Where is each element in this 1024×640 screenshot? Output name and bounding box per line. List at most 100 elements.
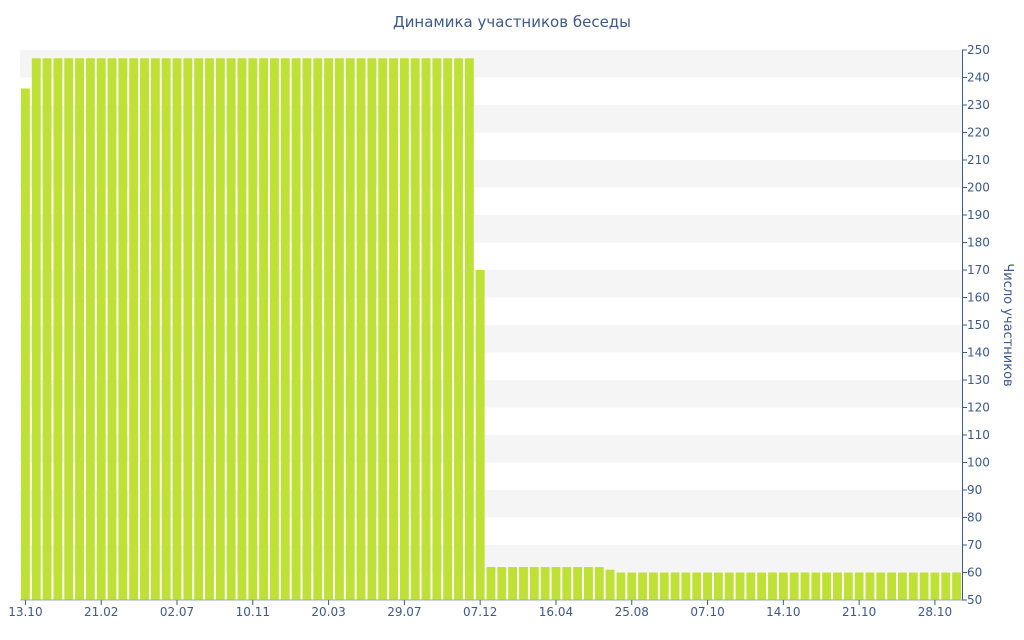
bar xyxy=(443,58,453,600)
bar xyxy=(854,572,864,600)
bar xyxy=(508,567,518,600)
x-tick-label: 07.12 xyxy=(463,605,497,619)
grid-band xyxy=(20,325,962,353)
grid-band xyxy=(20,490,962,518)
grid-band xyxy=(20,215,962,243)
bar xyxy=(324,58,334,600)
bar xyxy=(140,58,149,600)
bar xyxy=(822,572,832,600)
y-axis-ticks: 50 60 70 80 90 100 110 120 130 140 150 160 170 180 190… xyxy=(962,43,990,607)
bar xyxy=(865,572,875,600)
y-tick-label: 180 xyxy=(967,236,990,250)
y-axis-label: Число участников xyxy=(1000,263,1015,386)
grid-band xyxy=(20,160,962,188)
bar xyxy=(432,58,442,600)
bar xyxy=(378,58,388,600)
bar xyxy=(833,572,842,600)
x-tick-label: 07.10 xyxy=(690,605,724,619)
bar xyxy=(638,572,648,600)
y-tick-label: 120 xyxy=(967,401,990,415)
y-tick-label: 140 xyxy=(967,346,990,360)
bar xyxy=(367,58,377,600)
bar xyxy=(497,567,507,600)
x-tick-label: 14.10 xyxy=(766,605,800,619)
bar xyxy=(129,58,139,600)
bar xyxy=(215,58,225,600)
bar xyxy=(454,58,463,600)
bar xyxy=(648,572,658,600)
x-tick-label: 02.07 xyxy=(160,605,194,619)
bar xyxy=(562,567,572,600)
y-tick-label: 160 xyxy=(967,291,990,305)
x-tick-label: 21.10 xyxy=(842,605,876,619)
grid-band xyxy=(20,435,962,463)
bar xyxy=(724,572,734,600)
bar xyxy=(96,58,106,600)
bar xyxy=(270,58,279,600)
y-tick-label: 60 xyxy=(967,566,982,580)
y-tick-label: 210 xyxy=(967,153,990,167)
bar xyxy=(930,572,940,600)
grid-bands xyxy=(20,50,962,573)
bar xyxy=(594,567,604,600)
y-tick-label: 150 xyxy=(967,318,990,332)
bar xyxy=(692,572,702,600)
grid-band xyxy=(20,380,962,408)
x-tick-label: 28.10 xyxy=(918,605,952,619)
bar xyxy=(811,572,821,600)
bar xyxy=(345,58,355,600)
bar xyxy=(85,58,95,600)
bar xyxy=(778,572,788,600)
y-tick-label: 200 xyxy=(967,181,990,195)
bar xyxy=(573,567,583,600)
y-tick-label: 70 xyxy=(967,538,982,552)
grid-band xyxy=(20,50,962,78)
bar xyxy=(356,58,366,600)
bar xyxy=(800,572,810,600)
bars xyxy=(20,58,962,600)
x-tick-label: 29.07 xyxy=(387,605,421,619)
x-tick-label: 13.10 xyxy=(8,605,42,619)
bar xyxy=(410,58,420,600)
bar xyxy=(118,58,128,600)
bar xyxy=(31,58,41,600)
bar xyxy=(172,58,182,600)
x-axis-ticks: 13.10 21.02 02.07 10.11 20.03 29.07 07.12 16.04… xyxy=(8,600,952,619)
x-tick-label: 21.02 xyxy=(84,605,118,619)
bar xyxy=(681,572,691,600)
bar xyxy=(107,58,117,600)
bar xyxy=(843,572,853,600)
bar xyxy=(605,569,615,600)
chart-title: Динамика участников беседы xyxy=(392,13,632,31)
bar xyxy=(919,572,929,600)
bar xyxy=(616,572,626,600)
bar xyxy=(421,58,431,600)
bar xyxy=(20,88,30,600)
bar xyxy=(746,572,756,600)
x-tick-label: 20.03 xyxy=(311,605,345,619)
bar xyxy=(876,572,886,600)
bar xyxy=(529,567,539,600)
bar xyxy=(789,572,799,600)
bar xyxy=(659,572,669,600)
bar xyxy=(486,567,496,600)
bar xyxy=(584,567,593,600)
bar xyxy=(259,58,269,600)
bar xyxy=(941,572,951,600)
bar xyxy=(519,567,528,600)
x-tick-label: 16.04 xyxy=(539,605,573,619)
y-tick-label: 170 xyxy=(967,263,990,277)
bar xyxy=(768,572,777,600)
bar xyxy=(150,58,160,600)
y-tick-label: 230 xyxy=(967,98,990,112)
bar xyxy=(42,58,52,600)
bar xyxy=(334,58,344,600)
y-tick-label: 50 xyxy=(967,593,982,607)
bar xyxy=(53,58,63,600)
y-tick-label: 220 xyxy=(967,126,990,140)
bar xyxy=(898,572,907,600)
bar xyxy=(64,58,74,600)
bar xyxy=(302,58,312,600)
bar xyxy=(194,58,204,600)
